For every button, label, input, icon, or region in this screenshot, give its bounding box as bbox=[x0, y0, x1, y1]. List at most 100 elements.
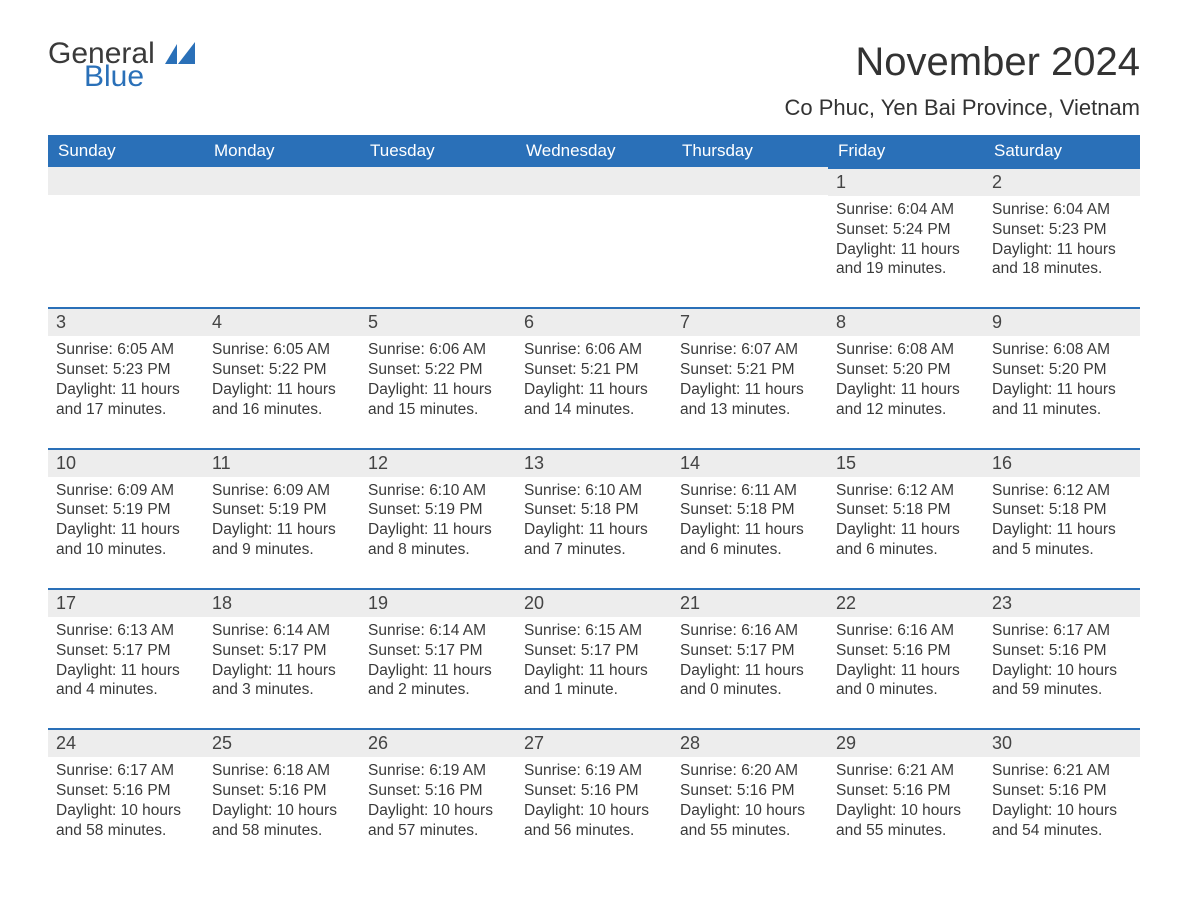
day-body: Sunrise: 6:16 AMSunset: 5:16 PMDaylight:… bbox=[828, 617, 984, 728]
sunset-label: Sunset: bbox=[992, 361, 1045, 378]
day-cell: 19Sunrise: 6:14 AMSunset: 5:17 PMDayligh… bbox=[360, 588, 516, 728]
day-number: 6 bbox=[516, 309, 672, 336]
sunset-label: Sunset: bbox=[524, 782, 577, 799]
sunset-label: Sunset: bbox=[524, 642, 577, 659]
sunrise-label: Sunrise: bbox=[524, 341, 581, 358]
sunset-value: 5:18 PM bbox=[737, 501, 795, 518]
day-number: 13 bbox=[516, 450, 672, 477]
day-cell: 16Sunrise: 6:12 AMSunset: 5:18 PMDayligh… bbox=[984, 448, 1140, 588]
daylight-label: Daylight: bbox=[368, 381, 428, 398]
day-number: 26 bbox=[360, 730, 516, 757]
sunset-value: 5:16 PM bbox=[893, 642, 951, 659]
sunrise-value: 6:21 AM bbox=[1053, 762, 1110, 779]
sunset-value: 5:16 PM bbox=[113, 782, 171, 799]
day-number: 11 bbox=[204, 450, 360, 477]
daylight-label: Daylight: bbox=[680, 521, 740, 538]
daylight-label: Daylight: bbox=[212, 381, 272, 398]
sunset-label: Sunset: bbox=[524, 501, 577, 518]
daylight-label: Daylight: bbox=[992, 381, 1052, 398]
day-number: 30 bbox=[984, 730, 1140, 757]
sunset-value: 5:21 PM bbox=[737, 361, 795, 378]
day-cell: 7Sunrise: 6:07 AMSunset: 5:21 PMDaylight… bbox=[672, 307, 828, 447]
sunrise-label: Sunrise: bbox=[524, 762, 581, 779]
empty-cell bbox=[672, 167, 828, 195]
day-body: Sunrise: 6:12 AMSunset: 5:18 PMDaylight:… bbox=[984, 477, 1140, 588]
sunrise-label: Sunrise: bbox=[992, 201, 1049, 218]
weekday-header: Saturday bbox=[984, 135, 1140, 167]
day-number: 4 bbox=[204, 309, 360, 336]
day-cell: 13Sunrise: 6:10 AMSunset: 5:18 PMDayligh… bbox=[516, 448, 672, 588]
sunrise-label: Sunrise: bbox=[212, 341, 269, 358]
sunrise-label: Sunrise: bbox=[212, 622, 269, 639]
sunrise-label: Sunrise: bbox=[992, 482, 1049, 499]
daylight-label: Daylight: bbox=[680, 381, 740, 398]
page-header: General Blue November 2024 Co Phuc, Yen … bbox=[48, 40, 1140, 127]
brand-word-2: Blue bbox=[84, 63, 197, 92]
sunset-label: Sunset: bbox=[56, 782, 109, 799]
daylight-label: Daylight: bbox=[56, 662, 116, 679]
day-number: 10 bbox=[48, 450, 204, 477]
weekday-header: Sunday bbox=[48, 135, 204, 167]
sunset-value: 5:20 PM bbox=[893, 361, 951, 378]
title-block: November 2024 Co Phuc, Yen Bai Province,… bbox=[785, 40, 1140, 127]
sunset-value: 5:17 PM bbox=[113, 642, 171, 659]
day-body: Sunrise: 6:05 AMSunset: 5:23 PMDaylight:… bbox=[48, 336, 204, 447]
sunrise-label: Sunrise: bbox=[524, 482, 581, 499]
day-cell: 22Sunrise: 6:16 AMSunset: 5:16 PMDayligh… bbox=[828, 588, 984, 728]
day-cell: 3Sunrise: 6:05 AMSunset: 5:23 PMDaylight… bbox=[48, 307, 204, 447]
day-body: Sunrise: 6:18 AMSunset: 5:16 PMDaylight:… bbox=[204, 757, 360, 868]
sunset-value: 5:22 PM bbox=[425, 361, 483, 378]
sunrise-value: 6:04 AM bbox=[1053, 201, 1110, 218]
sunrise-value: 6:09 AM bbox=[273, 482, 330, 499]
sunrise-label: Sunrise: bbox=[992, 341, 1049, 358]
sunrise-value: 6:08 AM bbox=[897, 341, 954, 358]
sunrise-value: 6:21 AM bbox=[897, 762, 954, 779]
sunset-label: Sunset: bbox=[836, 221, 889, 238]
sunrise-value: 6:16 AM bbox=[741, 622, 798, 639]
sunrise-value: 6:15 AM bbox=[585, 622, 642, 639]
day-number: 9 bbox=[984, 309, 1140, 336]
day-number: 21 bbox=[672, 590, 828, 617]
day-number: 18 bbox=[204, 590, 360, 617]
day-cell: 30Sunrise: 6:21 AMSunset: 5:16 PMDayligh… bbox=[984, 728, 1140, 868]
daylight-label: Daylight: bbox=[524, 662, 584, 679]
sunset-label: Sunset: bbox=[368, 501, 421, 518]
flag-icon bbox=[165, 40, 197, 64]
day-number: 22 bbox=[828, 590, 984, 617]
day-number: 5 bbox=[360, 309, 516, 336]
sunrise-label: Sunrise: bbox=[992, 622, 1049, 639]
sunset-label: Sunset: bbox=[836, 501, 889, 518]
weekday-header: Tuesday bbox=[360, 135, 516, 167]
sunrise-label: Sunrise: bbox=[836, 201, 893, 218]
sunrise-label: Sunrise: bbox=[368, 341, 425, 358]
sunrise-label: Sunrise: bbox=[524, 622, 581, 639]
sunrise-label: Sunrise: bbox=[212, 762, 269, 779]
sunset-label: Sunset: bbox=[212, 501, 265, 518]
sunrise-value: 6:07 AM bbox=[741, 341, 798, 358]
day-body: Sunrise: 6:21 AMSunset: 5:16 PMDaylight:… bbox=[828, 757, 984, 868]
day-body: Sunrise: 6:04 AMSunset: 5:23 PMDaylight:… bbox=[984, 196, 1140, 307]
day-number: 20 bbox=[516, 590, 672, 617]
day-body: Sunrise: 6:13 AMSunset: 5:17 PMDaylight:… bbox=[48, 617, 204, 728]
daylight-label: Daylight: bbox=[524, 521, 584, 538]
daylight-label: Daylight: bbox=[212, 521, 272, 538]
sunrise-label: Sunrise: bbox=[992, 762, 1049, 779]
day-cell: 29Sunrise: 6:21 AMSunset: 5:16 PMDayligh… bbox=[828, 728, 984, 868]
sunrise-value: 6:13 AM bbox=[117, 622, 174, 639]
daylight-label: Daylight: bbox=[368, 662, 428, 679]
sunset-label: Sunset: bbox=[836, 361, 889, 378]
daylight-label: Daylight: bbox=[836, 521, 896, 538]
day-cell: 14Sunrise: 6:11 AMSunset: 5:18 PMDayligh… bbox=[672, 448, 828, 588]
sunset-label: Sunset: bbox=[368, 361, 421, 378]
day-cell: 20Sunrise: 6:15 AMSunset: 5:17 PMDayligh… bbox=[516, 588, 672, 728]
sunset-value: 5:18 PM bbox=[581, 501, 639, 518]
sunset-label: Sunset: bbox=[368, 782, 421, 799]
daylight-label: Daylight: bbox=[368, 521, 428, 538]
day-number: 7 bbox=[672, 309, 828, 336]
sunset-label: Sunset: bbox=[992, 782, 1045, 799]
sunrise-value: 6:20 AM bbox=[741, 762, 798, 779]
sunrise-label: Sunrise: bbox=[836, 762, 893, 779]
daylight-label: Daylight: bbox=[212, 802, 272, 819]
sunrise-label: Sunrise: bbox=[368, 762, 425, 779]
day-body: Sunrise: 6:09 AMSunset: 5:19 PMDaylight:… bbox=[48, 477, 204, 588]
